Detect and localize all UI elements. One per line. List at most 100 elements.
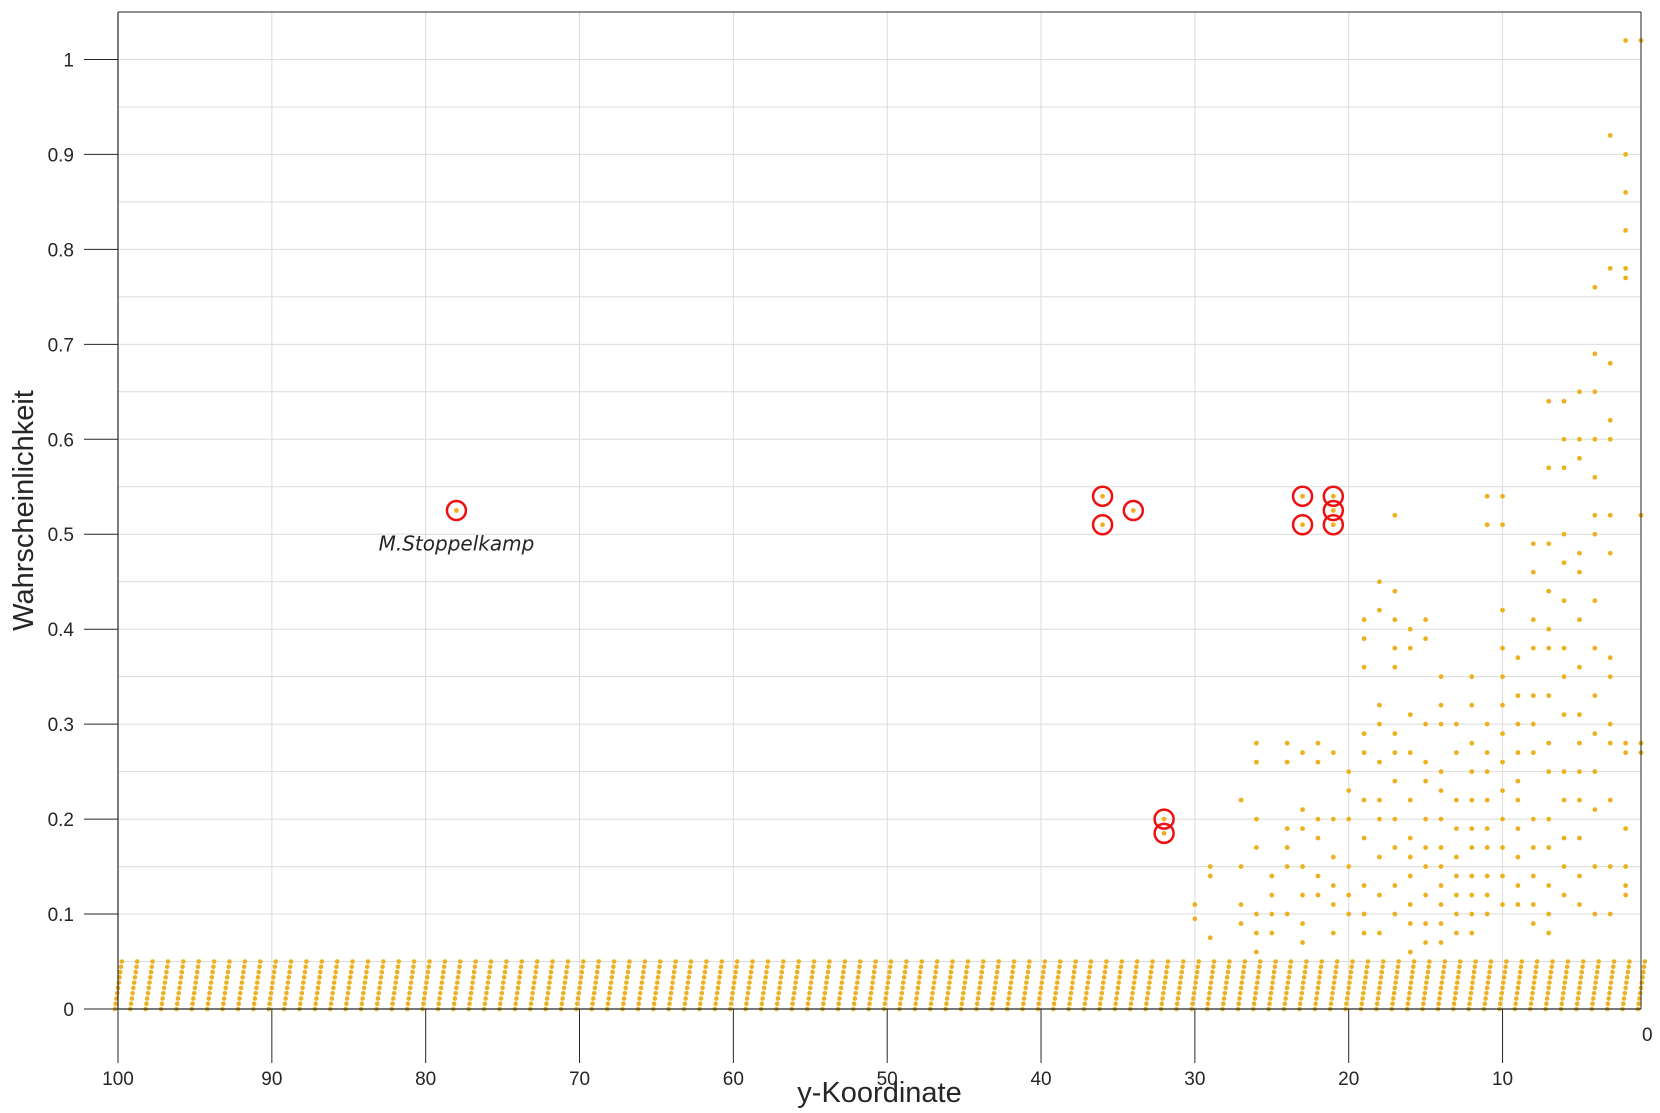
baseline-point [424, 975, 430, 980]
data-point [1438, 788, 1444, 794]
baseline-point [147, 980, 152, 985]
baseline-point [118, 969, 123, 975]
baseline-point [1161, 985, 1167, 991]
baseline-point [1254, 985, 1259, 991]
data-point [1361, 664, 1367, 670]
data-point [1423, 940, 1429, 945]
baseline-point [283, 996, 288, 1001]
baseline-point [1179, 969, 1185, 975]
baseline-point [1313, 1001, 1318, 1007]
baseline-point [273, 959, 278, 964]
baseline-point [222, 990, 228, 996]
data-point [1330, 816, 1336, 822]
baseline-point [270, 980, 275, 985]
baseline-point [963, 975, 968, 980]
baseline-point [242, 959, 248, 964]
baseline-point [854, 980, 860, 985]
baseline-point [994, 975, 999, 980]
data-point [1407, 921, 1413, 926]
baseline-point [513, 1001, 518, 1007]
data-point [1607, 864, 1613, 869]
baseline-point [363, 975, 368, 980]
baseline-point [638, 985, 644, 991]
baseline-point [561, 985, 567, 991]
baseline-point [1037, 996, 1042, 1001]
baseline-point [824, 980, 829, 985]
data-point [1530, 816, 1536, 822]
baseline-point [267, 1001, 272, 1007]
baseline-point [1334, 964, 1339, 970]
baseline-point [871, 975, 876, 980]
baseline-point [534, 964, 539, 970]
baseline-point [457, 959, 463, 964]
baseline-point [1057, 959, 1063, 964]
baseline-point [427, 959, 432, 964]
baseline-point [381, 959, 386, 964]
data-point [1392, 512, 1398, 518]
data-point [1577, 873, 1582, 879]
data-point [1254, 759, 1259, 765]
data-point [1453, 721, 1459, 727]
data-point [1453, 911, 1459, 917]
baseline-point [453, 990, 458, 996]
baseline-point [211, 959, 217, 964]
data-point [1407, 750, 1413, 756]
baseline-point [961, 985, 967, 991]
baseline-point [175, 996, 181, 1001]
data-point [1592, 512, 1598, 518]
baseline-point [637, 990, 643, 996]
highlighted-point [1100, 522, 1105, 528]
baseline-point [840, 975, 845, 980]
baseline-point [811, 964, 816, 970]
baseline-point [697, 1001, 703, 1007]
baseline-point [1241, 964, 1247, 970]
data-point [1577, 436, 1582, 442]
baseline-point [1007, 985, 1013, 991]
baseline-point [1591, 996, 1596, 1001]
baseline-point [1395, 964, 1401, 970]
baseline-point [823, 985, 828, 991]
highlight-ring [445, 499, 468, 522]
baseline-point [934, 964, 939, 970]
highlight-ring [1322, 513, 1345, 536]
baseline-point [687, 964, 693, 970]
data-point [1607, 265, 1613, 271]
baseline-point [484, 990, 489, 996]
baseline-point [1579, 969, 1585, 975]
data-point [1377, 607, 1382, 613]
baseline-point [1071, 975, 1076, 980]
baseline-point [1133, 969, 1138, 975]
baseline-point [1561, 990, 1566, 996]
baseline-point [1362, 980, 1368, 985]
baseline-point [902, 969, 908, 975]
baseline-point [1625, 969, 1631, 975]
data-point [1330, 902, 1336, 907]
data-point [1546, 883, 1552, 888]
data-point [1546, 465, 1552, 471]
baseline-point [441, 969, 446, 975]
baseline-point [931, 980, 937, 985]
baseline-point [898, 996, 904, 1001]
baseline-point [641, 969, 646, 975]
baseline-point [344, 1001, 349, 1007]
data-point [1592, 807, 1598, 812]
baseline-point [883, 996, 888, 1001]
baseline-point [714, 990, 720, 996]
baseline-point [929, 996, 935, 1001]
baseline-point [1346, 985, 1352, 991]
baseline-point [1577, 980, 1583, 985]
baseline-point [1361, 990, 1366, 996]
baseline-point [473, 959, 478, 964]
data-point [1254, 740, 1259, 746]
baseline-point [575, 996, 581, 1001]
data-point [1361, 636, 1367, 642]
baseline-point [442, 959, 448, 964]
baseline-point [1468, 990, 1474, 996]
baseline-point [300, 985, 305, 991]
baseline-point [1411, 959, 1417, 964]
data-point [1392, 617, 1398, 623]
baseline-point [960, 996, 965, 1001]
baseline-point [1191, 996, 1196, 1001]
data-point [1192, 902, 1198, 907]
